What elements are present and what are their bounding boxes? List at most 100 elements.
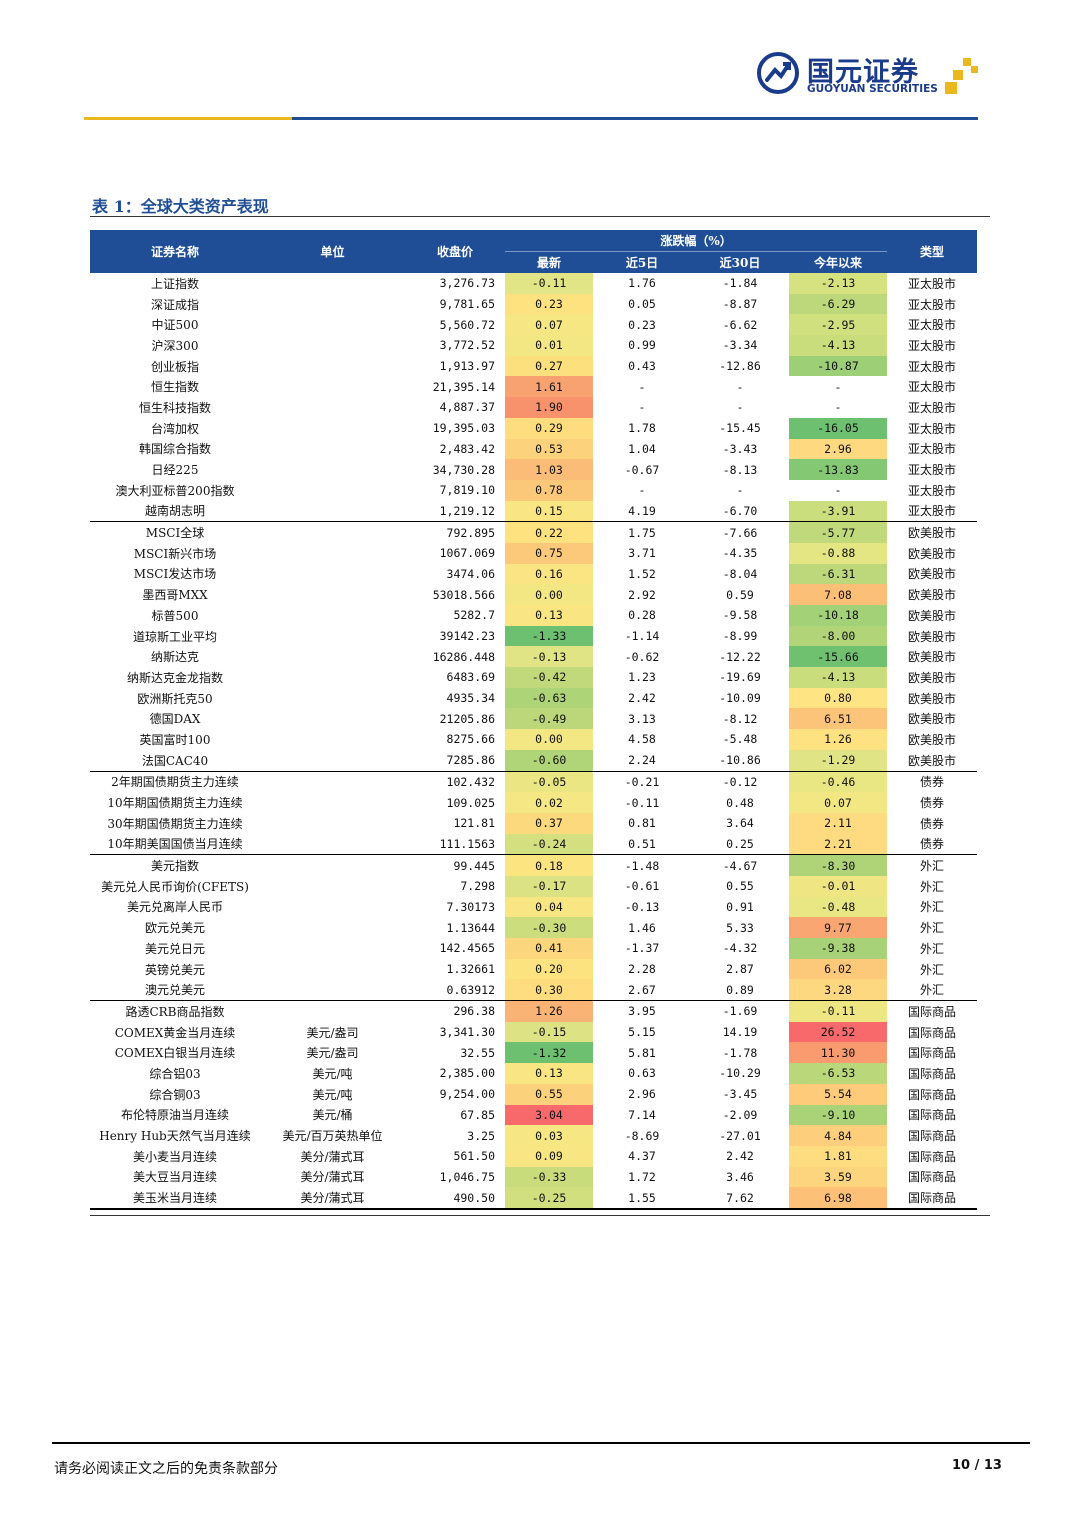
table-row: 欧洲斯托克50 4935.34 -0.63 2.42 -10.09 0.80 欧美股市 [90,687,977,709]
cell-latest: 0.01 [505,335,593,356]
cell-latest: 0.04 [505,896,593,918]
cell-name: 德国DAX [149,712,201,727]
cell-close: 21205.86 [439,711,495,726]
table-row: 英国富时100 8275.66 0.00 4.58 -5.48 1.26 欧美股市 [90,729,977,750]
cell-latest: 0.07 [505,314,593,336]
cell-ytd: -8.30 [789,854,888,876]
cell-name: 日经225 [151,463,199,478]
cell-close: 1067.069 [439,546,495,561]
cell-close: 9,781.65 [439,297,495,312]
table-row: 澳大利亚标普200指数 7,819.10 0.78 - - - 亚太股市 [90,479,977,501]
table-row: 综合铝03 美元/吨 2,385.00 0.13 0.63 -10.29 -6.53 国际商品 [90,1063,977,1084]
cell-unit [260,543,405,564]
cell-type: 欧美股市 [908,670,957,685]
cell-ytd: -5.77 [789,521,888,543]
cell-latest: 0.13 [505,605,593,626]
table-row: COMEX白银当月连续 美元/盎司 32.55 -1.32 5.81 -1.78 11.30… [90,1042,977,1064]
cell-30d: -7.66 [691,521,789,543]
cell-unit [260,667,405,688]
cell-type: 国际商品 [908,1149,957,1164]
header-rule-blue [292,117,978,120]
cell-type: 欧美股市 [908,712,957,727]
table-row: 纳斯达克金龙指数 6483.69 -0.42 1.23 -19.69 -4.13 欧美股市 [90,667,977,688]
cell-latest: -0.42 [505,667,593,688]
cell-unit [260,876,405,897]
cell-name: 10年期美国国债当月连续 [107,837,243,852]
cell-type: 债券 [920,796,945,811]
cell-close: 1.13644 [446,920,495,935]
cell-ytd: 7.08 [789,584,888,605]
cell-5d: -1.14 [624,629,660,644]
cell-latest: 0.27 [505,355,593,377]
cell-close: 296.38 [405,1000,505,1022]
cell-name: 沪深300 [151,338,199,353]
col-header-latest: 最新 [505,251,593,273]
cell-name: 30年期国债期货主力连续 [107,816,243,831]
cell-type: 亚太股市 [908,463,957,478]
cell-unit [260,938,405,959]
cell-close: 102.432 [405,770,505,793]
cell-5d: 1.55 [593,1187,691,1210]
table-title: 表 1：全球大类资产表现 [92,197,269,216]
cell-name: 综合铝03 [149,1066,201,1081]
cell-unit [260,294,405,315]
cell-name: 韩国综合指数 [138,442,211,457]
table-body: 上证指数 3,276.73 -0.11 1.76 -1.84 -2.13 亚太股市 深证成指 9… [90,273,978,1210]
cell-30d: -3.45 [722,1087,758,1102]
cell-30d: -19.69 [719,670,761,685]
cell-name: 欧洲斯托克50 [137,691,213,706]
cell-unit [260,418,405,439]
cell-30d: -4.67 [691,854,789,876]
cell-5d: 3.71 [628,546,656,561]
cell-latest: -0.60 [505,749,593,771]
cell-ytd: -3.91 [789,500,888,522]
cell-30d: 14.19 [722,1025,758,1040]
cell-latest: 0.75 [505,542,593,564]
cell-close: 4,887.37 [439,400,495,415]
cell-type: 国际商品 [908,1025,957,1040]
cell-unit [260,584,405,605]
cell-unit: 美元/桶 [312,1108,353,1123]
cell-5d: 1.04 [628,441,656,456]
table-row: 恒生指数 21,395.14 1.61 - - - 亚太股市 [90,376,977,398]
cell-name: 澳元兑美元 [144,983,205,998]
cell-latest: -0.05 [505,770,593,793]
cell-name: 恒生指数 [150,380,199,395]
cell-latest: -1.33 [505,625,593,647]
cell-ytd: -0.46 [789,770,888,793]
title-rule [90,216,990,217]
cell-close: 3.25 [467,1128,495,1143]
cell-type: 亚太股市 [908,318,957,333]
col-header-type: 类型 [887,230,978,273]
cell-5d: 5.15 [628,1025,656,1040]
cell-type: 亚太股市 [908,483,957,498]
cell-ytd: 1.26 [789,729,888,750]
cell-name: 纳斯达克金龙指数 [126,670,223,685]
cell-5d: -0.11 [624,795,660,810]
cell-close: 0.63912 [446,982,495,997]
table-row: 标普500 5282.7 0.13 0.28 -9.58 -10.18 欧美股市 [90,605,977,626]
cell-name: 美元兑离岸人民币 [126,900,223,915]
cell-5d: 0.51 [628,836,656,851]
col-header-close: 收盘价 [405,230,505,273]
table-row: MSCI发达市场 3474.06 0.16 1.52 -8.04 -6.31 欧美股市 [90,563,977,585]
cell-ytd: 4.84 [789,1125,888,1146]
cell-unit [260,605,405,626]
cell-30d: 0.48 [726,795,754,810]
cell-type: 外汇 [920,921,945,936]
cell-name: 创业板指 [150,359,199,374]
cell-type: 亚太股市 [908,421,957,436]
cell-unit [260,459,405,480]
cell-5d: - [638,379,646,394]
cell-unit: 美分/蒲式耳 [260,1187,405,1210]
cell-unit: 美元/吨 [312,1066,353,1081]
cell-unit [260,959,405,980]
cell-type: 外汇 [920,879,945,894]
cell-unit [260,979,405,1000]
cell-ytd: -13.83 [789,459,888,480]
cell-30d: -12.86 [719,359,761,374]
cell-5d: 1.52 [628,566,656,581]
cell-latest: -0.33 [505,1166,593,1188]
cell-latest: -0.49 [505,708,593,730]
cell-30d: -0.12 [691,770,789,793]
